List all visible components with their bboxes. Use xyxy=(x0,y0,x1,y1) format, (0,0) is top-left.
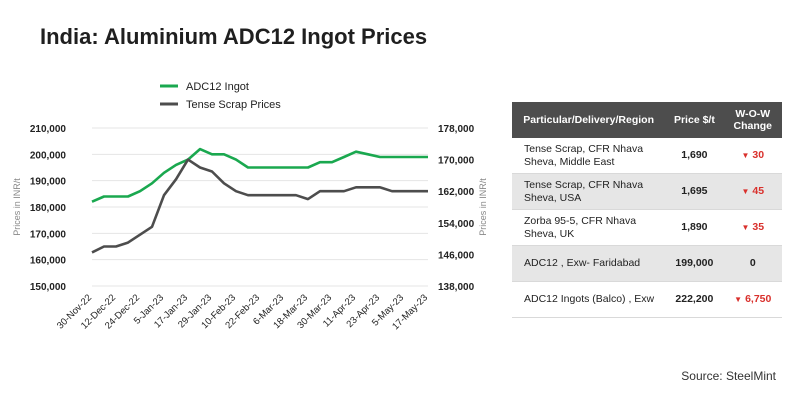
y-axis-left: 150,000 160,000 170,000 180,000 190,000 200,0… xyxy=(12,124,66,293)
y-right-tick-label: 138,000 xyxy=(438,282,475,293)
down-arrow-icon: ▼ xyxy=(741,151,750,160)
y-left-axis-label: Prices in INR/t xyxy=(12,178,22,236)
y-left-tick-label: 200,000 xyxy=(30,150,67,161)
change-cell: ▼ 35 xyxy=(723,209,782,246)
y-left-tick-label: 190,000 xyxy=(30,177,67,188)
particular-cell: ADC12 Ingots (Balco) , Exw xyxy=(512,281,666,318)
y-right-tick-label: 178,000 xyxy=(438,124,475,135)
y-left-tick-label: 150,000 xyxy=(30,282,67,293)
price-cell: 199,000 xyxy=(665,245,724,282)
change-cell: ▼ 45 xyxy=(723,173,782,210)
header-particular: Particular/Delivery/Region xyxy=(512,102,666,138)
table-header-row: Particular/Delivery/Region Price $/t W-O… xyxy=(512,102,782,138)
price-cell: 1,890 xyxy=(665,209,724,246)
y-right-axis-label: Prices in INR/t xyxy=(478,178,488,236)
table-row: ADC12 Ingots (Balco) , Exw 222,200 ▼ 6,75… xyxy=(512,281,782,318)
price-cell: 1,695 xyxy=(665,173,724,210)
down-arrow-icon: ▼ xyxy=(734,295,743,304)
y-left-tick-label: 170,000 xyxy=(30,229,67,240)
change-value: 35 xyxy=(752,221,765,233)
chart-title: India: Aluminium ADC12 Ingot Prices xyxy=(40,24,428,49)
down-arrow-icon: ▼ xyxy=(741,187,750,196)
series-line xyxy=(91,147,428,203)
grid-lines xyxy=(92,127,428,287)
legend-label: ADC12 Ingot xyxy=(186,81,249,93)
change-value: 6,750 xyxy=(745,293,772,305)
header-change: W-O-W Change xyxy=(723,102,782,138)
y-left-tick-label: 210,000 xyxy=(30,124,67,135)
change-value: 0 xyxy=(749,257,756,269)
y-right-tick-label: 170,000 xyxy=(438,156,475,167)
table-row: ADC12 , Exw- Faridabad 199,000 0 xyxy=(512,245,782,282)
series-lines xyxy=(91,147,428,254)
down-arrow-icon: ▼ xyxy=(741,223,750,232)
particular-cell: ADC12 , Exw- Faridabad xyxy=(512,245,666,282)
y-right-tick-label: 146,000 xyxy=(438,250,475,261)
header-price: Price $/t xyxy=(665,102,724,138)
price-cell: 1,690 xyxy=(665,138,724,174)
y-right-tick-label: 162,000 xyxy=(438,187,475,198)
line-chart: ADC12 Ingot Tense Scrap Prices 150,000 160… xyxy=(12,81,488,332)
price-cell: 222,200 xyxy=(665,281,724,318)
change-cell: ▼ 30 xyxy=(723,138,782,174)
chart-legend: ADC12 Ingot Tense Scrap Prices xyxy=(160,81,281,111)
y-left-tick-label: 180,000 xyxy=(30,203,67,214)
change-value: 30 xyxy=(752,149,765,161)
table-row: Tense Scrap, CFR Nhava Sheva, USA 1,695 … xyxy=(512,173,782,210)
change-value: 45 xyxy=(752,185,765,197)
change-cell: ▼ 6,750 xyxy=(723,281,782,318)
x-axis: 30-Nov-2212-Dec-2224-Dec-225-Jan-2317-Ja… xyxy=(55,292,430,332)
change-cell: 0 xyxy=(723,245,782,282)
y-left-tick-label: 160,000 xyxy=(30,256,67,267)
particular-cell: Tense Scrap, CFR Nhava Sheva, Middle Eas… xyxy=(512,138,666,174)
legend-label: Tense Scrap Prices xyxy=(186,99,281,111)
y-right-tick-label: 154,000 xyxy=(438,219,475,230)
y-axis-right: 138,000 146,000 154,000 162,000 170,000 178,0… xyxy=(438,124,488,293)
particular-cell: Tense Scrap, CFR Nhava Sheva, USA xyxy=(512,173,666,210)
table-row: Tense Scrap, CFR Nhava Sheva, Middle Eas… xyxy=(512,138,782,174)
price-table: Particular/Delivery/Region Price $/t W-O… xyxy=(512,102,782,318)
table-row: Zorba 95-5, CFR Nhava Sheva, UK 1,890 ▼ 3… xyxy=(512,209,782,246)
particular-cell: Zorba 95-5, CFR Nhava Sheva, UK xyxy=(512,209,666,246)
series-line xyxy=(91,158,428,254)
source-note: Source: SteelMint xyxy=(681,369,776,383)
